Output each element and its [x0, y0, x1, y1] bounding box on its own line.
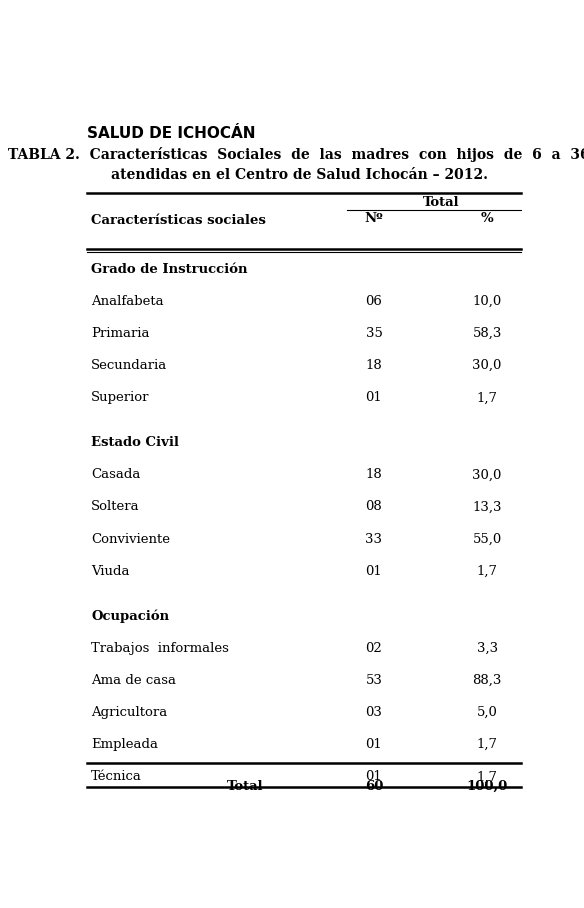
Text: Analfabeta: Analfabeta — [91, 295, 164, 308]
Text: 33: 33 — [366, 533, 383, 546]
Text: 5,0: 5,0 — [477, 706, 498, 719]
Text: Ama de casa: Ama de casa — [91, 674, 176, 686]
Text: 60: 60 — [365, 780, 383, 794]
Text: Total: Total — [422, 196, 459, 210]
Text: 18: 18 — [366, 360, 383, 372]
Text: 100,0: 100,0 — [467, 780, 507, 794]
Text: Nº: Nº — [364, 212, 383, 225]
Text: 53: 53 — [366, 674, 383, 686]
Text: atendidas en el Centro de Salud Ichocán – 2012.: atendidas en el Centro de Salud Ichocán … — [111, 168, 488, 183]
Text: Ocupación: Ocupación — [91, 609, 169, 623]
Text: Agricultora: Agricultora — [91, 706, 168, 719]
Text: 13,3: 13,3 — [472, 500, 502, 514]
Text: 06: 06 — [366, 295, 383, 308]
Text: 01: 01 — [366, 738, 383, 751]
Text: 01: 01 — [366, 565, 383, 577]
Text: Secundaria: Secundaria — [91, 360, 168, 372]
Text: 10,0: 10,0 — [472, 295, 502, 308]
Text: 3,3: 3,3 — [477, 642, 498, 655]
Text: Soltera: Soltera — [91, 500, 140, 514]
Text: 03: 03 — [366, 706, 383, 719]
Text: 1,7: 1,7 — [477, 565, 498, 577]
Text: Grado de Instrucción: Grado de Instrucción — [91, 262, 248, 276]
Text: %: % — [481, 212, 493, 225]
Text: Empleada: Empleada — [91, 738, 158, 751]
Text: 58,3: 58,3 — [472, 327, 502, 340]
Text: Trabajos  informales: Trabajos informales — [91, 642, 229, 655]
Text: 55,0: 55,0 — [472, 533, 502, 546]
Text: 01: 01 — [366, 770, 383, 784]
Text: SALUD DE ICHOCÁN: SALUD DE ICHOCÁN — [86, 126, 255, 142]
Text: Total: Total — [227, 780, 263, 794]
Text: 30,0: 30,0 — [472, 360, 502, 372]
Text: Técnica: Técnica — [91, 770, 142, 784]
Text: 08: 08 — [366, 500, 383, 514]
Text: 1,7: 1,7 — [477, 770, 498, 784]
Text: 35: 35 — [366, 327, 383, 340]
Text: Viuda: Viuda — [91, 565, 130, 577]
Text: Casada: Casada — [91, 469, 141, 481]
Text: 88,3: 88,3 — [472, 674, 502, 686]
Text: TABLA 2.  Características  Sociales  de  las  madres  con  hijos  de  6  a  36: TABLA 2. Características Sociales de las… — [9, 147, 584, 163]
Text: 1,7: 1,7 — [477, 391, 498, 404]
Text: Superior: Superior — [91, 391, 150, 404]
Text: Características sociales: Características sociales — [91, 214, 266, 227]
Text: Conviviente: Conviviente — [91, 533, 170, 546]
Text: 1,7: 1,7 — [477, 738, 498, 751]
Text: Estado Civil: Estado Civil — [91, 436, 179, 449]
Text: 30,0: 30,0 — [472, 469, 502, 481]
Text: Primaria: Primaria — [91, 327, 150, 340]
Text: 01: 01 — [366, 391, 383, 404]
Text: 02: 02 — [366, 642, 383, 655]
Text: 18: 18 — [366, 469, 383, 481]
